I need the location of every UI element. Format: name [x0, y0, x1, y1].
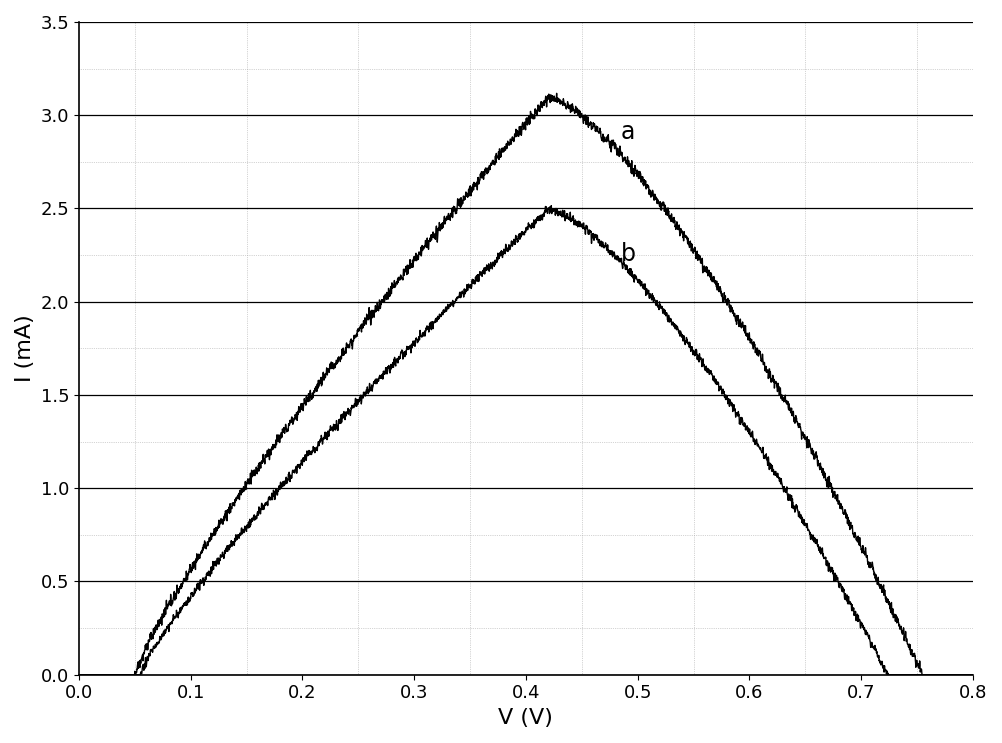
Text: a: a	[621, 120, 635, 144]
Text: b: b	[621, 241, 636, 266]
X-axis label: V (V): V (V)	[498, 708, 553, 728]
Y-axis label: I (mA): I (mA)	[15, 314, 35, 382]
